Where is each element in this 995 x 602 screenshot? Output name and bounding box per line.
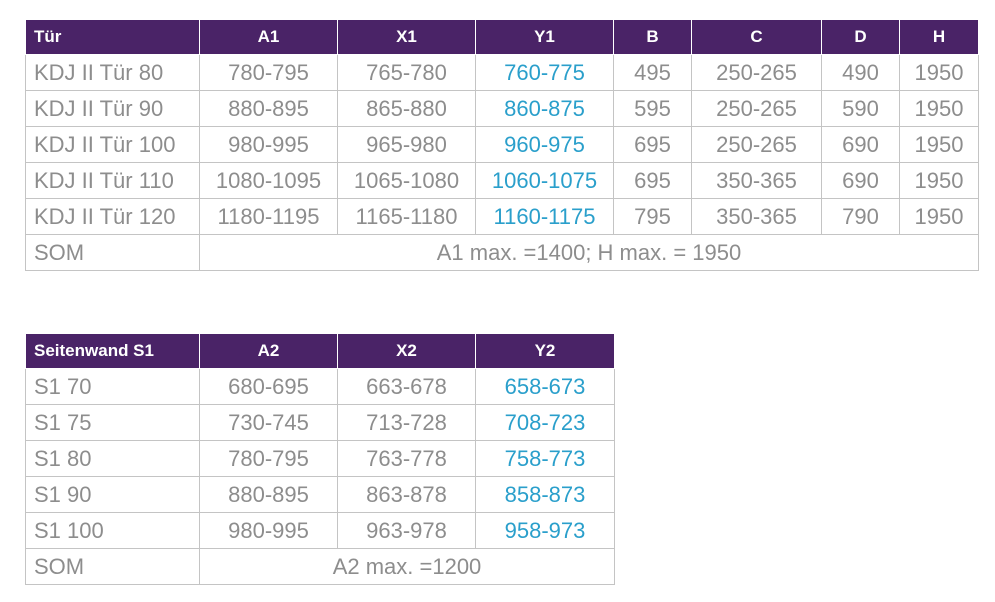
cell-x2: 863-878 (337, 476, 476, 513)
cell-x1: 1165-1180 (337, 198, 476, 235)
som-max-values: A2 max. =1200 (199, 548, 615, 585)
cell-c: 350-365 (691, 198, 822, 235)
column-header-y1: Y1 (475, 19, 614, 55)
table-row: S1 75 730-745 713-728 708-723 (25, 404, 615, 441)
row-label: KDJ II Tür 110 (25, 162, 200, 199)
cell-c: 250-265 (691, 126, 822, 163)
row-label: S1 100 (25, 512, 200, 549)
column-header-a2: A2 (199, 333, 338, 369)
table-row: S1 80 780-795 763-778 758-773 (25, 440, 615, 477)
cell-b: 795 (613, 198, 692, 235)
cell-b: 495 (613, 54, 692, 91)
cell-h: 1950 (899, 90, 979, 127)
cell-x2: 963-978 (337, 512, 476, 549)
row-label: S1 75 (25, 404, 200, 441)
cell-d: 690 (821, 126, 900, 163)
table-row: S1 70 680-695 663-678 658-673 (25, 368, 615, 405)
cell-d: 790 (821, 198, 900, 235)
column-header-c: C (691, 19, 822, 55)
table-row: KDJ II Tür 90 880-895 865-880 860-875 59… (25, 90, 979, 127)
cell-c: 250-265 (691, 90, 822, 127)
cell-a2: 980-995 (199, 512, 338, 549)
row-label: KDJ II Tür 120 (25, 198, 200, 235)
cell-a1: 1080-1095 (199, 162, 338, 199)
table-row: S1 90 880-895 863-878 858-873 (25, 476, 615, 513)
door-dimensions-table: Tür A1 X1 Y1 B C D H KDJ II Tür 80 780-7… (25, 19, 979, 271)
cell-h: 1950 (899, 54, 979, 91)
table-row: KDJ II Tür 80 780-795 765-780 760-775 49… (25, 54, 979, 91)
table-header-row: Tür A1 X1 Y1 B C D H (25, 19, 979, 55)
cell-x2: 663-678 (337, 368, 476, 405)
cell-x2: 713-728 (337, 404, 476, 441)
cell-c: 350-365 (691, 162, 822, 199)
row-label: S1 80 (25, 440, 200, 477)
cell-d: 590 (821, 90, 900, 127)
row-label: S1 70 (25, 368, 200, 405)
cell-d: 490 (821, 54, 900, 91)
som-label: SOM (25, 548, 200, 585)
cell-x2: 763-778 (337, 440, 476, 477)
cell-y1: 860-875 (475, 90, 614, 127)
column-header-h: H (899, 19, 979, 55)
sidewall-dimensions-table: Seitenwand S1 A2 X2 Y2 S1 70 680-695 663… (25, 333, 615, 585)
table-row: S1 100 980-995 963-978 958-973 (25, 512, 615, 549)
table-row: KDJ II Tür 100 980-995 965-980 960-975 6… (25, 126, 979, 163)
som-max-values: A1 max. =1400; H max. = 1950 (199, 234, 979, 271)
column-header-tuer: Tür (25, 19, 200, 55)
cell-y1: 1060-1075 (475, 162, 614, 199)
column-header-a1: A1 (199, 19, 338, 55)
cell-y1: 1160-1175 (475, 198, 614, 235)
cell-b: 695 (613, 162, 692, 199)
cell-x1: 965-980 (337, 126, 476, 163)
cell-d: 690 (821, 162, 900, 199)
cell-x1: 765-780 (337, 54, 476, 91)
cell-a1: 1180-1195 (199, 198, 338, 235)
som-row: SOM A1 max. =1400; H max. = 1950 (25, 234, 979, 271)
cell-y2: 858-873 (475, 476, 615, 513)
cell-a1: 980-995 (199, 126, 338, 163)
cell-y2: 758-773 (475, 440, 615, 477)
cell-h: 1950 (899, 198, 979, 235)
row-label: KDJ II Tür 100 (25, 126, 200, 163)
cell-h: 1950 (899, 126, 979, 163)
cell-a2: 680-695 (199, 368, 338, 405)
cell-a1: 780-795 (199, 54, 338, 91)
column-header-b: B (613, 19, 692, 55)
row-label: KDJ II Tür 80 (25, 54, 200, 91)
row-label: S1 90 (25, 476, 200, 513)
column-header-y2: Y2 (475, 333, 615, 369)
cell-a2: 730-745 (199, 404, 338, 441)
table-row: KDJ II Tür 120 1180-1195 1165-1180 1160-… (25, 198, 979, 235)
row-label: KDJ II Tür 90 (25, 90, 200, 127)
table-header-row: Seitenwand S1 A2 X2 Y2 (25, 333, 615, 369)
cell-a2: 780-795 (199, 440, 338, 477)
cell-a2: 880-895 (199, 476, 338, 513)
cell-h: 1950 (899, 162, 979, 199)
column-header-x1: X1 (337, 19, 476, 55)
cell-y1: 760-775 (475, 54, 614, 91)
column-header-x2: X2 (337, 333, 476, 369)
cell-a1: 880-895 (199, 90, 338, 127)
cell-y1: 960-975 (475, 126, 614, 163)
cell-b: 595 (613, 90, 692, 127)
column-header-d: D (821, 19, 900, 55)
cell-b: 695 (613, 126, 692, 163)
table-row: KDJ II Tür 110 1080-1095 1065-1080 1060-… (25, 162, 979, 199)
som-label: SOM (25, 234, 200, 271)
column-header-seitenwand: Seitenwand S1 (25, 333, 200, 369)
cell-c: 250-265 (691, 54, 822, 91)
cell-x1: 1065-1080 (337, 162, 476, 199)
cell-y2: 958-973 (475, 512, 615, 549)
cell-y2: 658-673 (475, 368, 615, 405)
cell-y2: 708-723 (475, 404, 615, 441)
cell-x1: 865-880 (337, 90, 476, 127)
som-row: SOM A2 max. =1200 (25, 548, 615, 585)
